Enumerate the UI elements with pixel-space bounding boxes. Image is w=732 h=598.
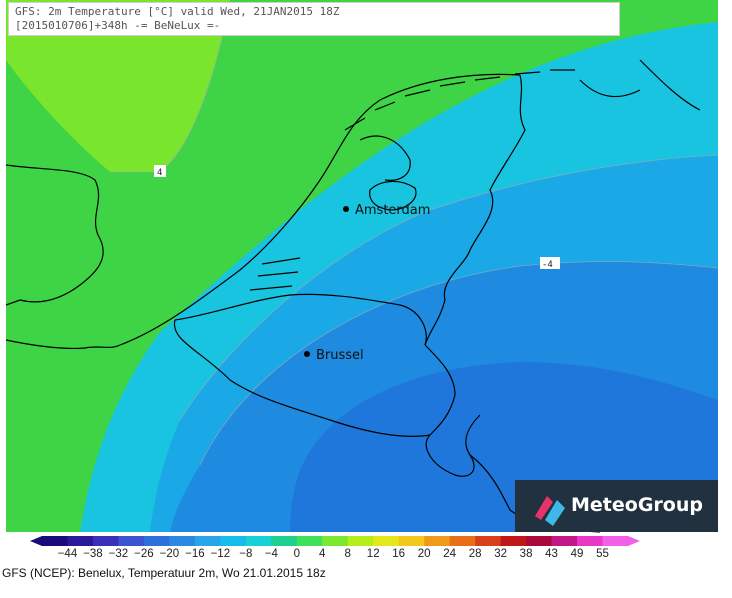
city-amsterdam: Amsterdam (343, 203, 430, 218)
city-brussel-label: Brussel (316, 348, 364, 363)
legend-swatch (347, 536, 374, 546)
legend-tick-label: −16 (185, 548, 205, 560)
contour-label-4-text: 4 (157, 168, 162, 178)
legend-tick-label: −44 (57, 548, 78, 560)
coastlines-borders (5, 59, 701, 533)
legend-tick-label: −26 (134, 548, 154, 560)
legend-tick-label: 32 (494, 548, 507, 560)
legend-tick-label: 16 (392, 548, 406, 560)
legend-swatch (322, 536, 349, 546)
legend-swatch (500, 536, 527, 546)
legend-swatch (143, 536, 170, 546)
temperature-field (6, 0, 718, 532)
legend-swatch (245, 536, 272, 546)
legend-swatch (296, 536, 323, 546)
legend-swatch (220, 536, 247, 546)
legend-tick-label: 24 (443, 548, 457, 560)
legend-swatch (67, 536, 94, 546)
legend-swatch (92, 536, 119, 546)
legend-arrow-left (30, 536, 42, 546)
legend-swatch (118, 536, 145, 546)
legend-tick-label: −32 (108, 548, 129, 560)
legend-swatch (194, 536, 221, 546)
legend-tick-label: 38 (519, 548, 533, 560)
legend-tick-label: −20 (159, 548, 180, 560)
contour-label-4: 4 (154, 165, 166, 178)
legend-tick-label: 8 (344, 548, 351, 560)
legend-swatch (475, 536, 502, 546)
legend-tick-label: 12 (366, 548, 380, 560)
legend-swatch (551, 536, 578, 546)
legend-tick-label: −12 (210, 548, 231, 560)
city-amsterdam-label: Amsterdam (355, 203, 430, 218)
legend-swatch (602, 536, 629, 546)
legend-arrow-right (628, 536, 640, 546)
color-legend (30, 536, 640, 546)
legend-tick-label: 43 (545, 548, 558, 560)
legend-swatch (424, 536, 451, 546)
legend-swatch (398, 536, 425, 546)
legend-tick-label: 49 (570, 548, 584, 560)
meteogroup-logo: MeteoGroup (515, 480, 718, 532)
legend-swatch (373, 536, 400, 546)
legend-tick-label: 28 (468, 548, 482, 560)
header-run-info: [2015010706]+348h -= BeNeLux =- (15, 19, 221, 32)
legend-tick-label: 4 (319, 548, 326, 560)
meteogroup-icon (535, 496, 565, 526)
legend-tick-labels: −44 −38 −32 −26 −20 −16 −12 −8 −4 0 4 8 12 16 20 24 28 32… (0, 548, 732, 562)
legend-tick-label: 20 (417, 548, 431, 560)
map-caption: GFS (NCEP): Benelux, Temperatuur 2m, Wo … (2, 566, 326, 580)
legend-swatch (42, 536, 68, 546)
contour-label-minus4-text: -4 (542, 260, 553, 270)
legend-swatch (449, 536, 476, 546)
contour-label-minus4: -4 (540, 257, 560, 270)
map-header: GFS: 2m Temperature [°C] valid Wed, 21JA… (8, 2, 620, 36)
legend-tick-label: −38 (83, 548, 103, 560)
legend-tick-label: −8 (239, 548, 253, 560)
legend-swatch (526, 536, 553, 546)
legend-tick-label: 0 (293, 548, 300, 560)
legend-swatch (169, 536, 196, 546)
header-title: GFS: 2m Temperature [°C] valid Wed, 21JA… (15, 5, 340, 18)
legend-swatch (271, 536, 298, 546)
legend-tick-label: 55 (596, 548, 609, 560)
city-brussel: Brussel (304, 348, 364, 363)
legend-swatch (577, 536, 604, 546)
legend-tick-label: −4 (264, 548, 278, 560)
logo-text: MeteoGroup (571, 494, 703, 516)
